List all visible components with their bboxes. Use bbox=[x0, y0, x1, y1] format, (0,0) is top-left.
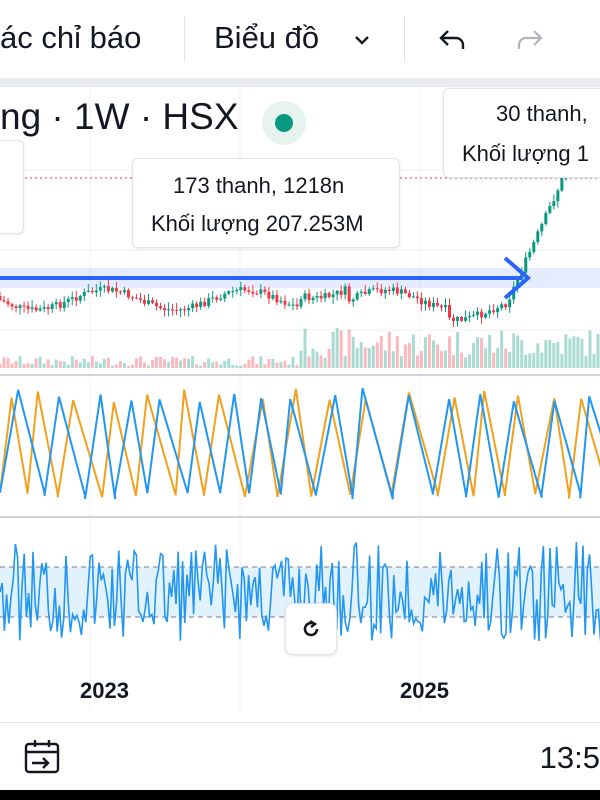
toolbar-divider bbox=[0, 78, 600, 87]
measure-volume: Khối lượng 207.253M bbox=[151, 211, 364, 236]
x-axis-label: 2023 bbox=[80, 678, 129, 703]
stochastic-pane bbox=[0, 387, 600, 500]
measure-tooltip: 173 thanh, 1218n Khối lượng 207.253M bbox=[132, 158, 400, 248]
volume-bars bbox=[0, 328, 600, 368]
reset-view-button[interactable] bbox=[285, 603, 337, 655]
toolbar-separator bbox=[404, 16, 405, 62]
x-axis-label: 2025 bbox=[400, 678, 449, 703]
measure-bars-count: 173 thanh, 1218n bbox=[173, 173, 345, 198]
bottom-bar bbox=[0, 722, 600, 791]
left-tooltip-fragment bbox=[0, 140, 24, 234]
right-tooltip: 30 thanh, Khối lượng 1 bbox=[443, 88, 600, 178]
undo-icon[interactable] bbox=[430, 18, 474, 62]
indicators-button[interactable]: ác chỉ báo bbox=[0, 20, 142, 55]
chart-type-button[interactable]: Biểu đồ bbox=[214, 20, 320, 55]
chevron-down-icon[interactable] bbox=[340, 18, 384, 62]
market-status-dot-icon[interactable] bbox=[262, 101, 306, 145]
redo-icon[interactable] bbox=[508, 18, 552, 62]
top-toolbar: ác chỉ báo Biểu đồ bbox=[0, 0, 600, 78]
oscillator-pane bbox=[0, 542, 600, 642]
calendar-icon[interactable] bbox=[22, 736, 64, 778]
toolbar-separator bbox=[184, 16, 185, 62]
measure-arrow bbox=[0, 256, 532, 300]
symbol-title[interactable]: ng · 1W · HSX bbox=[0, 96, 239, 137]
candlesticks bbox=[0, 90, 600, 328]
right-bars-count: 30 thanh, bbox=[496, 101, 588, 126]
clock-time: 13:5 bbox=[539, 740, 600, 775]
reset-view-icon bbox=[303, 619, 319, 637]
system-nav-bar bbox=[0, 790, 600, 800]
right-volume: Khối lượng 1 bbox=[462, 141, 590, 166]
